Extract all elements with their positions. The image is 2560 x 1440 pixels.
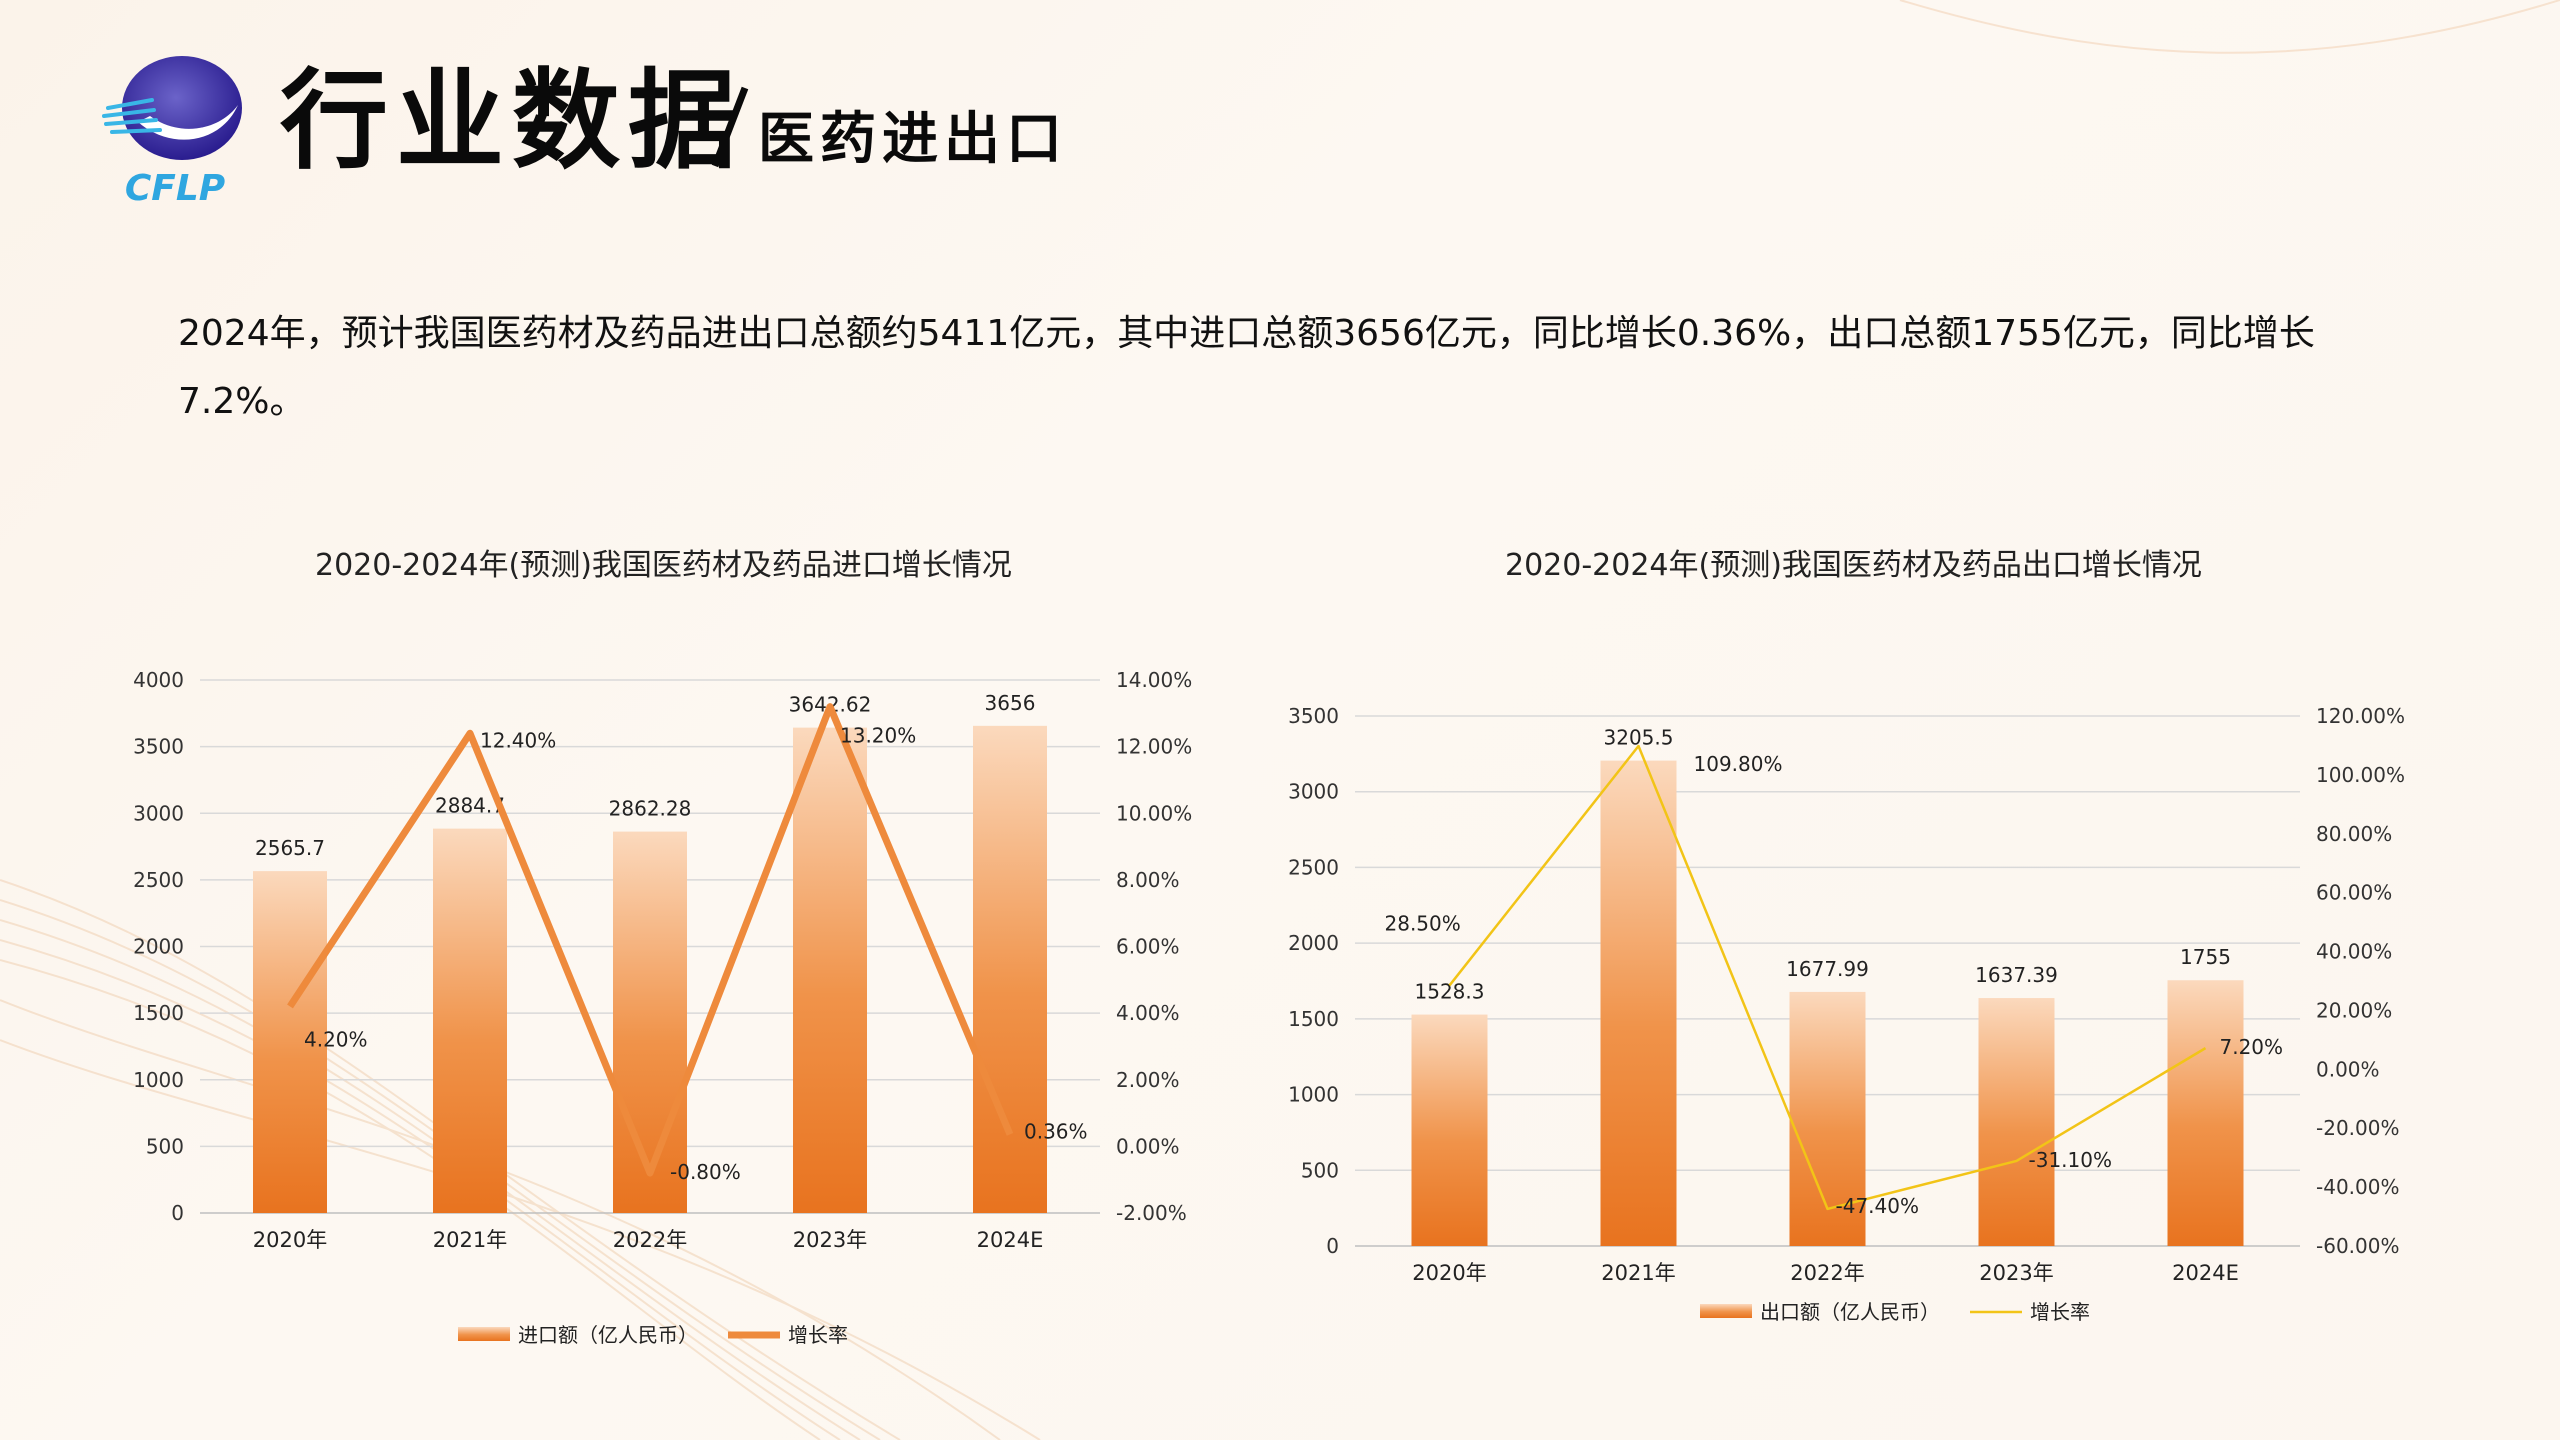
y-left-tick-label: 0 bbox=[1326, 1234, 1339, 1258]
bar bbox=[793, 727, 867, 1213]
y-right-tick-label: 20.00% bbox=[2316, 998, 2392, 1022]
y-left-tick-label: 1500 bbox=[133, 1001, 184, 1025]
y-left-tick-label: 0 bbox=[171, 1201, 184, 1225]
import-chart: 0 500 1000 1500 2000 2500 3000 3500 4000 -2.00% 0.… bbox=[133, 668, 1192, 1347]
y-left-tick-label: 3500 bbox=[1288, 704, 1339, 728]
y-left-tick-label: 4000 bbox=[133, 668, 184, 692]
y-right-tick-label: 0.00% bbox=[1116, 1134, 1180, 1158]
y-right-tick-label: -20.00% bbox=[2316, 1116, 2399, 1140]
legend-line-label: 增长率 bbox=[788, 1323, 848, 1347]
bar bbox=[1978, 998, 2055, 1246]
intro-paragraph: 2024年，预计我国医药材及药品进出口总额约5411亿元，其中进口总额3656亿… bbox=[178, 313, 2315, 422]
y-right-tick-label: -40.00% bbox=[2316, 1175, 2399, 1199]
page-title: 行业数据 bbox=[280, 59, 745, 184]
y-right-tick-label: 6.00% bbox=[1116, 935, 1180, 959]
bar bbox=[613, 831, 687, 1213]
line-value-label: -31.10% bbox=[2029, 1148, 2112, 1172]
y-left-tick-label: 2500 bbox=[133, 868, 184, 892]
bar bbox=[2167, 980, 2244, 1246]
x-tick-label: 2021年 bbox=[433, 1228, 507, 1252]
x-tick-label: 2024E bbox=[977, 1228, 1044, 1252]
y-left-tick-label: 1000 bbox=[133, 1068, 184, 1092]
line-value-label: -47.40% bbox=[1836, 1194, 1919, 1218]
bar-value-label: 2565.7 bbox=[255, 836, 325, 860]
export-chart-title: 2020-2024年(预测)我国医药材及药品出口增长情况 bbox=[1505, 548, 2202, 583]
legend-bar-label: 进口额（亿人民币） bbox=[518, 1323, 698, 1347]
y-right-tick-label: 12.00% bbox=[1116, 735, 1192, 759]
x-tick-label: 2020年 bbox=[1412, 1261, 1486, 1285]
y-right-tick-label: 40.00% bbox=[2316, 940, 2392, 964]
page-subtitle: 医药进出口 bbox=[758, 107, 1068, 172]
line-value-label: 7.20% bbox=[2220, 1035, 2284, 1059]
y-left-tick-label: 500 bbox=[1301, 1158, 1339, 1182]
bar bbox=[1600, 760, 1677, 1246]
line-value-label: 13.20% bbox=[840, 724, 916, 748]
y-right-tick-label: -2.00% bbox=[1116, 1201, 1187, 1225]
legend-bar-swatch bbox=[1700, 1304, 1752, 1318]
growth-rate-line bbox=[287, 703, 1014, 1177]
line-value-label: 0.36% bbox=[1024, 1119, 1088, 1143]
x-tick-label: 2021年 bbox=[1601, 1261, 1675, 1285]
line-value-label: -0.80% bbox=[670, 1160, 741, 1184]
bar-value-label: 1677.99 bbox=[1786, 957, 1869, 981]
y-right-tick-label: 14.00% bbox=[1116, 668, 1192, 692]
y-right-tick-label: 4.00% bbox=[1116, 1001, 1180, 1025]
bar-value-label: 1528.3 bbox=[1415, 980, 1485, 1004]
bar bbox=[433, 828, 507, 1213]
y-right-tick-label: 100.00% bbox=[2316, 763, 2405, 787]
y-left-tick-label: 2500 bbox=[1288, 855, 1339, 879]
growth-rate-line bbox=[1448, 744, 2207, 1211]
cflp-logo: CFLP bbox=[100, 50, 250, 210]
y-left-tick-label: 3000 bbox=[1288, 780, 1339, 804]
x-tick-label: 2024E bbox=[2172, 1261, 2239, 1285]
y-right-tick-label: 60.00% bbox=[2316, 881, 2392, 905]
y-right-tick-label: 8.00% bbox=[1116, 868, 1180, 892]
legend-line-label: 增长率 bbox=[2030, 1300, 2090, 1324]
x-tick-label: 2023年 bbox=[1979, 1261, 2053, 1285]
y-right-tick-label: -60.00% bbox=[2316, 1234, 2399, 1258]
line-value-label: 109.80% bbox=[1694, 752, 1783, 776]
x-tick-label: 2022年 bbox=[613, 1228, 687, 1252]
bar-value-label: 2862.28 bbox=[609, 797, 692, 821]
import-chart-title: 2020-2024年(预测)我国医药材及药品进口增长情况 bbox=[315, 548, 1012, 583]
line-value-label: 12.40% bbox=[480, 728, 556, 752]
y-right-tick-label: 120.00% bbox=[2316, 704, 2405, 728]
y-left-tick-label: 1500 bbox=[1288, 1007, 1339, 1031]
title-slash bbox=[711, 86, 749, 168]
bar-value-label: 1755 bbox=[2180, 945, 2231, 969]
y-right-tick-label: 80.00% bbox=[2316, 822, 2392, 846]
line-value-label: 4.20% bbox=[304, 1027, 368, 1051]
bar-value-label: 3656 bbox=[985, 691, 1036, 715]
line-value-label: 28.50% bbox=[1385, 911, 1461, 935]
svg-text:CFLP: CFLP bbox=[125, 168, 225, 209]
bar-value-label: 1637.39 bbox=[1975, 963, 2058, 987]
y-left-tick-label: 2000 bbox=[1288, 931, 1339, 955]
y-left-tick-label: 3000 bbox=[133, 801, 184, 825]
bar bbox=[253, 871, 327, 1213]
bar bbox=[1411, 1014, 1488, 1246]
y-left-tick-label: 2000 bbox=[133, 935, 184, 959]
x-tick-label: 2023年 bbox=[793, 1228, 867, 1252]
y-right-tick-label: 10.00% bbox=[1116, 801, 1192, 825]
legend-bar-label: 出口额（亿人民币） bbox=[1760, 1300, 1940, 1324]
export-chart: 0 500 1000 1500 2000 2500 3000 3500 -60.00% -40.0… bbox=[1288, 704, 2405, 1324]
legend-bar-swatch bbox=[458, 1327, 510, 1341]
y-left-tick-label: 1000 bbox=[1288, 1083, 1339, 1107]
x-tick-label: 2020年 bbox=[253, 1228, 327, 1252]
x-tick-label: 2022年 bbox=[1790, 1261, 1864, 1285]
y-left-tick-label: 500 bbox=[146, 1134, 184, 1158]
y-left-tick-label: 3500 bbox=[133, 735, 184, 759]
y-right-tick-label: 2.00% bbox=[1116, 1068, 1180, 1092]
y-right-tick-label: 0.00% bbox=[2316, 1057, 2380, 1081]
